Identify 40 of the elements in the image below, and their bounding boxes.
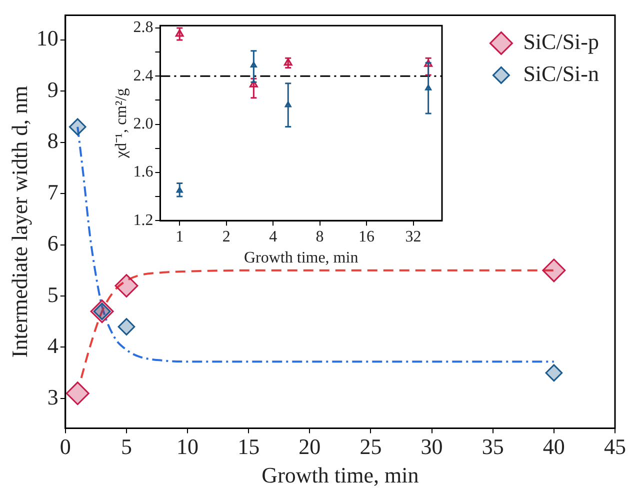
x-tick-label: 40: [542, 434, 565, 460]
y-tick-label: 10: [36, 26, 58, 51]
x-tick-label: 35: [482, 434, 504, 460]
x-tick-label: 45: [604, 434, 626, 460]
point: [542, 258, 566, 282]
x-tick-label: 16: [358, 228, 375, 246]
y-tick-label: 2.8: [133, 19, 154, 36]
x-tick-label: 2: [222, 228, 230, 246]
y-tick-label: 2.4: [133, 67, 154, 84]
legend-label: SiC/Si-n: [523, 60, 600, 86]
point: [545, 364, 563, 382]
point: [114, 274, 138, 298]
x-tick-label: 0: [60, 434, 71, 460]
y-tick-label: 4: [47, 333, 58, 358]
y-tick-label: 2.0: [133, 116, 154, 133]
x-tick-label: 32: [405, 228, 422, 246]
x-tick-label: 15: [238, 434, 260, 460]
y-tick-label: 9: [47, 76, 58, 102]
x-axis-title: Growth time, min: [244, 250, 358, 267]
y-axis-title: Intermediate layer width d, nm: [6, 86, 32, 358]
x-tick-label: 30: [420, 434, 443, 460]
point: [66, 382, 90, 406]
y-axis-title: χd⁻¹, cm²/g: [112, 88, 130, 159]
y-tick-label: 1.2: [133, 212, 154, 229]
y-tick-label: 5: [47, 282, 58, 307]
x-tick-label: 25: [360, 434, 382, 460]
legend-label: SiC/Si-p: [523, 28, 600, 54]
y-tick-label: 1.6: [133, 164, 154, 181]
x-axis-title: Growth time, min: [262, 462, 419, 488]
x-tick-label: 20: [298, 434, 321, 460]
x-tick-label: 4: [269, 228, 278, 246]
point: [68, 118, 86, 136]
x-tick-label: 10: [176, 434, 199, 460]
x-tick-label: 8: [316, 228, 324, 246]
x-tick-label: 1: [176, 228, 184, 246]
y-tick-label: 6: [47, 230, 58, 256]
y-tick-label: 8: [47, 128, 58, 154]
point: [118, 318, 136, 336]
y-tick-label: 3: [47, 384, 58, 410]
y-tick-label: 7: [47, 179, 58, 204]
